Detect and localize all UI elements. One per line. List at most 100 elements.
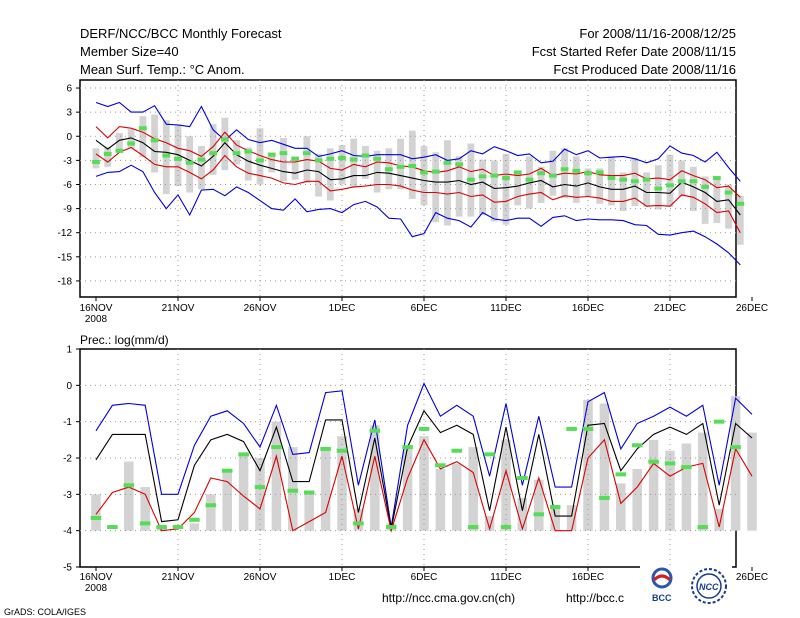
observation-marker xyxy=(384,167,393,172)
series-line-lower xyxy=(95,438,753,533)
range-bar xyxy=(350,138,358,188)
range-bar xyxy=(338,145,346,185)
y-tick-label: -6 xyxy=(63,180,72,191)
range-bar xyxy=(566,505,577,531)
range-bar xyxy=(455,156,463,217)
observation-marker xyxy=(681,465,692,470)
range-bar xyxy=(189,523,200,531)
observation-marker xyxy=(648,459,659,464)
range-bar xyxy=(479,159,486,216)
range-bar xyxy=(315,153,322,197)
range-bar xyxy=(124,461,134,531)
observation-marker xyxy=(548,173,557,178)
range-bar xyxy=(238,454,249,531)
observation-marker xyxy=(162,153,171,158)
range-bar xyxy=(648,439,659,531)
observation-marker xyxy=(326,156,335,161)
bcc-logo: BCC xyxy=(640,566,686,606)
observation-marker xyxy=(615,472,627,477)
observation-marker xyxy=(431,169,440,174)
observation-marker xyxy=(451,448,463,453)
observation-marker xyxy=(420,170,428,175)
range-bar xyxy=(698,432,708,531)
range-bar xyxy=(244,147,252,181)
observation-marker xyxy=(197,157,206,162)
y-tick-label: 6 xyxy=(66,84,72,95)
range-bar xyxy=(280,137,287,182)
observation-marker xyxy=(408,163,417,168)
observation-marker xyxy=(730,445,741,450)
observation-marker xyxy=(127,141,136,146)
range-bar xyxy=(444,140,451,226)
observation-marker xyxy=(549,505,561,510)
x-tick-label: 16NOV xyxy=(80,303,113,314)
y-tick-label: 0 xyxy=(66,381,72,392)
x-tick-label: 26DEC xyxy=(736,303,768,314)
observation-marker xyxy=(631,443,643,448)
range-bar xyxy=(222,468,232,531)
observation-marker xyxy=(642,177,651,182)
range-bar xyxy=(701,176,709,224)
range-bar xyxy=(619,172,627,212)
observation-marker xyxy=(205,503,217,508)
range-bar xyxy=(221,117,229,171)
range-bar xyxy=(139,116,147,158)
observation-marker xyxy=(174,156,182,161)
range-bar xyxy=(362,145,369,179)
range-bar xyxy=(714,508,724,531)
range-bar xyxy=(468,447,478,531)
y-tick-label: -2 xyxy=(63,454,72,465)
range-bar xyxy=(534,479,544,531)
x-tick-label: 26NOV xyxy=(244,303,277,314)
observation-marker xyxy=(582,426,594,431)
url-bcc[interactable]: http://bcc.c xyxy=(566,591,624,605)
range-bar xyxy=(397,138,404,190)
observation-marker xyxy=(238,452,249,457)
observation-marker xyxy=(373,156,382,161)
observation-marker xyxy=(123,483,135,488)
x-tick-label: 16DEC xyxy=(572,572,604,583)
range-bar xyxy=(104,146,112,167)
url-ch[interactable]: http://ncc.cma.gov.cn(ch) xyxy=(382,591,515,605)
range-bar xyxy=(353,508,364,531)
range-bar xyxy=(616,483,626,531)
observation-marker xyxy=(566,426,577,431)
observation-marker xyxy=(455,162,464,167)
precip-panel-title: Prec.: log(mm/d) xyxy=(80,333,169,347)
observation-marker xyxy=(314,158,323,163)
y-tick-label: -1 xyxy=(63,417,72,428)
range-bar xyxy=(432,152,440,223)
range-bar xyxy=(681,443,692,531)
y-tick-label: 1 xyxy=(66,345,72,356)
observation-marker xyxy=(619,177,628,182)
observation-marker xyxy=(712,176,721,181)
ncc-logo-text: NCC xyxy=(699,582,719,592)
range-bar xyxy=(502,153,510,225)
range-bar xyxy=(550,508,560,531)
observation-marker xyxy=(525,177,534,182)
range-bar xyxy=(665,450,675,531)
range-bar xyxy=(596,168,604,204)
x-tick-label: 16DEC xyxy=(572,303,604,314)
range-bar xyxy=(501,439,511,531)
range-bar xyxy=(209,124,217,175)
y-tick-label: 0 xyxy=(66,132,72,143)
series-line-mean xyxy=(95,137,741,216)
range-bar xyxy=(256,128,264,185)
range-bar xyxy=(583,399,593,531)
x-tick-label: 21DEC xyxy=(654,303,686,314)
observation-marker xyxy=(677,179,686,184)
observation-marker xyxy=(338,155,346,160)
range-bar xyxy=(549,150,557,196)
range-bar xyxy=(91,494,101,531)
observation-marker xyxy=(490,173,499,178)
range-bar xyxy=(326,148,334,201)
range-bar xyxy=(206,494,216,531)
observation-marker xyxy=(138,126,147,131)
range-bar xyxy=(373,150,381,193)
range-bar xyxy=(747,432,757,531)
y-tick-label: -18 xyxy=(58,276,73,287)
range-bar xyxy=(537,166,545,203)
observation-marker xyxy=(713,419,725,424)
